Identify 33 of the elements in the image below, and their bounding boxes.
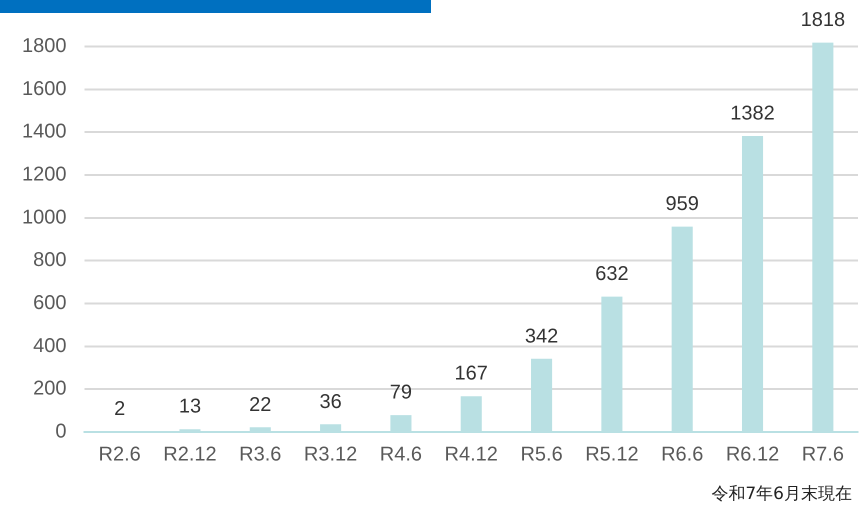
data-label: 1818 xyxy=(800,9,846,32)
data-label: 13 xyxy=(178,396,202,418)
y-tick-label: 1000 xyxy=(22,206,66,228)
data-label: 167 xyxy=(454,362,488,385)
data-label: 79 xyxy=(390,382,412,404)
data-label: 632 xyxy=(595,263,629,286)
y-tick-label: 1600 xyxy=(22,78,66,100)
x-tick-label: R3.6 xyxy=(239,444,282,466)
y-tick-label: 1800 xyxy=(22,34,66,57)
x-tick-label: R6.6 xyxy=(661,444,704,466)
y-tick-label: 1400 xyxy=(22,120,66,143)
y-tick-label: 800 xyxy=(33,249,66,272)
data-label: 22 xyxy=(249,394,272,416)
text: 令和7年6月末現在 xyxy=(711,483,852,505)
data-label: 1382 xyxy=(730,102,775,124)
y-tick-label: 0 xyxy=(55,420,66,443)
y-tick-label: 1200 xyxy=(22,163,66,186)
x-tick-label: R2.12 xyxy=(163,444,217,466)
x-tick-label: R4.6 xyxy=(380,444,422,466)
x-tick-label: R5.12 xyxy=(585,444,639,466)
data-label: 342 xyxy=(524,325,558,348)
y-tick-label: 600 xyxy=(33,292,66,314)
x-tick-label: R4.12 xyxy=(444,444,498,466)
data-label: 36 xyxy=(319,390,342,413)
x-tick-label: R2.6 xyxy=(98,444,141,466)
x-tick-label: R6.12 xyxy=(726,444,780,466)
x-tick-label: R5.6 xyxy=(520,444,563,466)
x-tick-label: R7.6 xyxy=(802,444,844,466)
y-tick-label: 400 xyxy=(33,334,66,357)
y-tick-label: 200 xyxy=(33,378,66,400)
data-label: 959 xyxy=(666,193,699,216)
x-tick-label: R3.12 xyxy=(304,444,358,466)
data-label: 2 xyxy=(114,398,126,420)
